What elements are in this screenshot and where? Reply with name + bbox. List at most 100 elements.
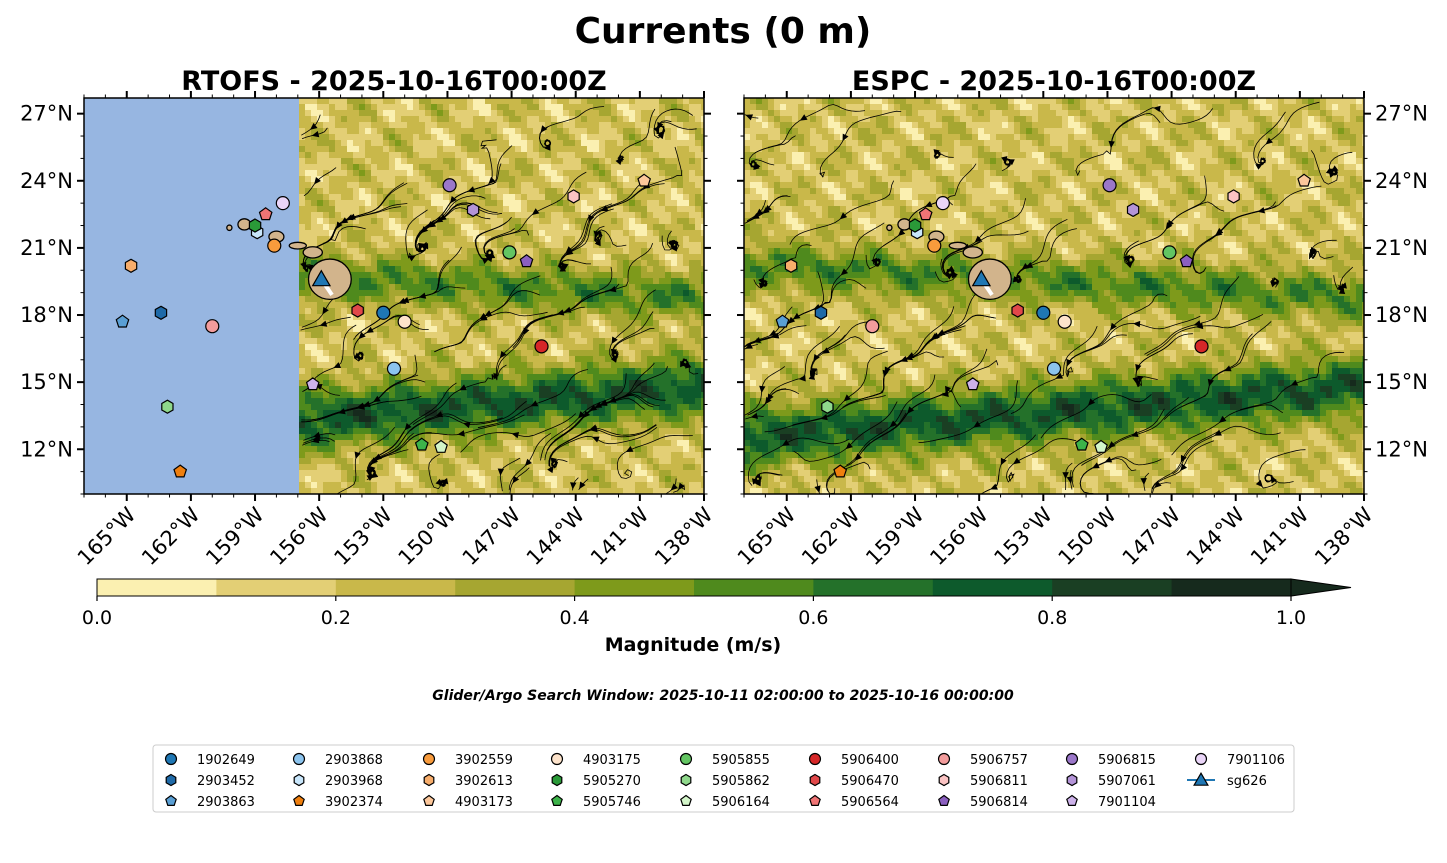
marker-5905270 <box>248 218 262 233</box>
legend-marker <box>293 794 305 807</box>
colorbar-segment <box>694 579 814 596</box>
legend-label: 4903175 <box>583 753 641 768</box>
legend: 1902649 2903452 2903863 2903868 2903968 39023… <box>164 752 1285 810</box>
marker-5906811 <box>1227 189 1240 204</box>
legend-item: 5905270 <box>551 773 641 789</box>
legend-label: 4903173 <box>455 795 513 810</box>
legend-label: 5906814 <box>970 795 1028 810</box>
lon-tick-label: 141°W <box>586 502 654 570</box>
panel-title-rtofs: RTOFS - 2025-10-16T00:00Z <box>181 66 607 97</box>
colorbar-segment <box>1052 579 1173 596</box>
lon-tick-label: 147°W <box>458 502 526 570</box>
legend-marker <box>809 794 821 807</box>
marker-5906470 <box>351 303 364 318</box>
lon-tick-label: 144°W <box>1182 502 1250 570</box>
streamline-arrows <box>300 121 692 491</box>
legend-label: 5907061 <box>1098 774 1156 789</box>
legend-item: 2903863 <box>165 794 255 810</box>
lon-tick-label: 153°W <box>329 502 397 570</box>
map-panel-rtofs: 165°W162°W159°W156°W153°W150°W147°W144°W… <box>20 91 718 570</box>
legend-item: 5906814 <box>938 794 1028 810</box>
marker-3902559 <box>267 238 282 253</box>
lon-tick-label: 150°W <box>394 502 462 570</box>
marker-5906814 <box>519 254 534 268</box>
marker-7901104 <box>965 377 980 391</box>
legend-label: 2903863 <box>197 795 255 810</box>
legend-marker <box>423 794 435 807</box>
lon-tick-label: 156°W <box>925 502 993 570</box>
lon-tick-label: 156°W <box>265 502 333 570</box>
colorbar-segment <box>97 579 217 596</box>
legend-item: 2903968 <box>293 773 383 789</box>
colorbar-tick-label: 0.6 <box>798 607 828 629</box>
marker-2903868 <box>386 361 402 376</box>
marker-5906564 <box>258 207 273 221</box>
legend-item: 5906757 <box>937 752 1028 768</box>
lat-tick-label: 21°N <box>20 236 73 260</box>
lon-tick-label: 147°W <box>1118 502 1186 570</box>
legend-marker <box>1065 752 1079 766</box>
marker-5906757 <box>865 319 880 334</box>
map-frame <box>83 97 705 495</box>
lon-tick-label: 138°W <box>650 502 718 570</box>
legend-marker <box>1066 773 1078 787</box>
colorbar-tick-label: 0.4 <box>559 607 589 629</box>
legend-marker <box>1193 771 1209 786</box>
legend-label: 5905270 <box>583 774 641 789</box>
marker-5906811 <box>567 189 580 204</box>
legend-item: 5906470 <box>809 773 899 789</box>
lat-tick-label: 18°N <box>1375 303 1428 327</box>
legend-item: 7901104 <box>1066 794 1156 810</box>
legend-item: 2903452 <box>165 773 255 789</box>
float-markers <box>775 173 1312 478</box>
legend-label: 5906811 <box>970 774 1028 789</box>
map-ticks <box>737 91 1371 501</box>
lat-tick-label: 24°N <box>20 169 73 193</box>
marker-3902613 <box>784 258 798 273</box>
legend-marker <box>422 752 436 766</box>
legend-marker <box>680 773 692 787</box>
marker-1902649 <box>376 305 391 320</box>
lon-tick-label: 150°W <box>1054 502 1122 570</box>
legend-label: 3902559 <box>455 753 513 768</box>
legend-label: 5906400 <box>841 753 899 768</box>
legend-item: 1902649 <box>164 752 255 768</box>
map-ticks <box>77 91 711 501</box>
legend-marker <box>809 773 821 787</box>
lat-tick-label: 15°N <box>1375 370 1428 394</box>
legend-marker <box>680 794 692 807</box>
legend-marker <box>292 752 306 766</box>
legend-label: 1902649 <box>197 753 255 768</box>
marker-5906815 <box>1102 178 1117 193</box>
legend-label: 5906564 <box>841 795 899 810</box>
colorbar-segment <box>574 579 695 596</box>
legend-label: 2903452 <box>197 774 255 789</box>
lon-tick-label: 144°W <box>522 502 590 570</box>
lon-tick-label: 165°W <box>73 502 141 570</box>
colorbar-tick-label: 0.2 <box>321 607 351 629</box>
current-magnitude-field <box>299 98 704 494</box>
lat-tick-label: 18°N <box>20 303 73 327</box>
lon-tick-label: 141°W <box>1246 502 1314 570</box>
marker-5905855 <box>1162 245 1177 260</box>
marker-5906400 <box>534 339 549 354</box>
legend-item: 5905855 <box>679 752 770 768</box>
marker-4903173 <box>637 173 652 187</box>
marker-5905855 <box>502 245 517 260</box>
marker-sg626 <box>311 269 332 287</box>
lon-tick-label: 153°W <box>989 502 1057 570</box>
current-magnitude-field <box>744 98 1364 494</box>
legend-label: 5906757 <box>970 753 1028 768</box>
legend-label: 5906164 <box>712 795 770 810</box>
marker-5905862 <box>161 399 174 414</box>
legend-marker <box>937 752 951 766</box>
marker-5906814 <box>1179 254 1194 268</box>
legend-item: 3902559 <box>422 752 513 768</box>
legend-item: 5907061 <box>1066 773 1156 789</box>
legend-label: 7901106 <box>1227 753 1285 768</box>
marker-2903452 <box>154 305 168 320</box>
legend-item: 7901106 <box>1194 752 1285 768</box>
hawaiian-islands <box>226 218 352 301</box>
lon-tick-label: 138°W <box>1310 502 1378 570</box>
legend-item: 5906164 <box>680 794 770 810</box>
